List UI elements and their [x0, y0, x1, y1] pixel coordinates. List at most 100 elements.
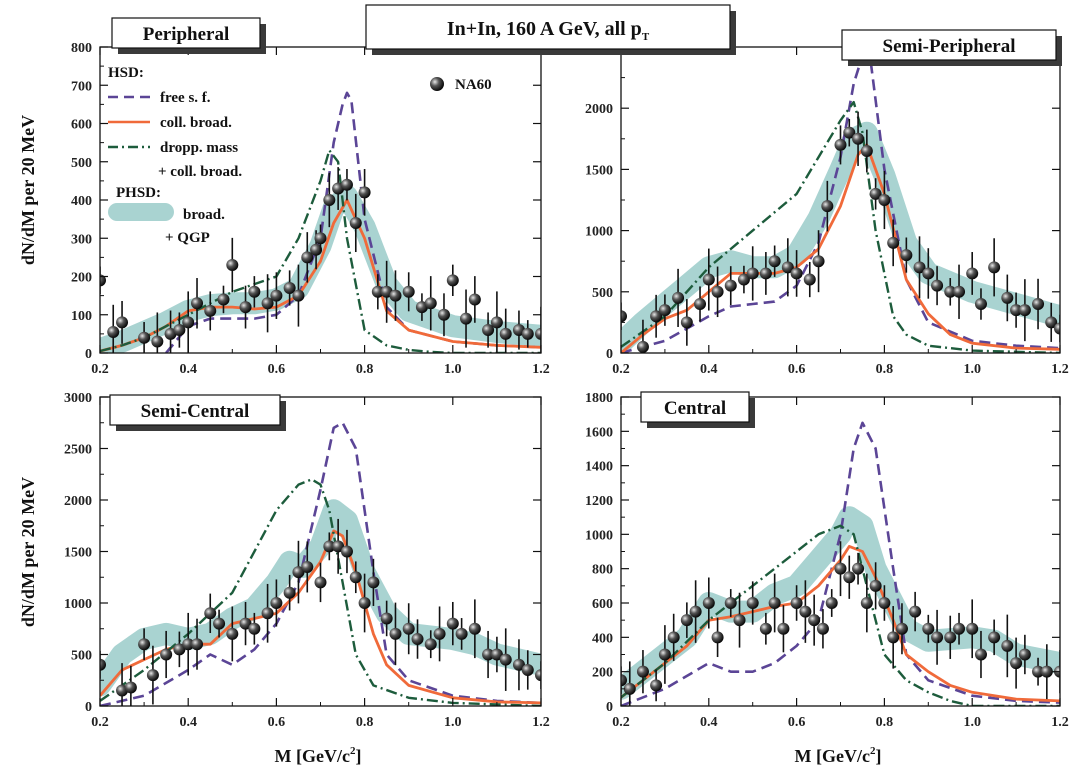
data-point	[182, 316, 195, 329]
data-point	[239, 301, 252, 314]
y-tick-label: 1000	[64, 597, 92, 612]
data-point	[1018, 648, 1031, 661]
data-point	[834, 138, 847, 151]
y-tick-label: 400	[71, 194, 92, 209]
data-point	[340, 178, 353, 191]
legend-phsd-header: PHSD:	[116, 185, 161, 201]
data-point	[301, 560, 314, 573]
data-point	[913, 261, 926, 274]
panel-title-box	[841, 29, 1057, 61]
y-tick-label: 3000	[64, 391, 92, 406]
x-tick-label: 0.8	[876, 362, 894, 377]
data-point	[173, 643, 186, 656]
y-tick-label: 200	[71, 271, 92, 286]
data-point	[953, 622, 966, 635]
data-point	[900, 249, 913, 262]
data-point	[213, 617, 226, 630]
data-point	[116, 316, 129, 329]
data-point	[966, 267, 979, 280]
data-point	[922, 622, 935, 635]
data-point	[1040, 665, 1053, 678]
data-point	[332, 540, 345, 553]
data-point	[204, 304, 217, 317]
data-point	[944, 631, 957, 644]
data-point	[878, 194, 891, 206]
main-title-subscript: T	[642, 31, 650, 43]
legend-hsd-header: HSD:	[108, 65, 144, 81]
data-point	[283, 586, 296, 599]
series-coll-broad	[621, 143, 1060, 353]
data-point	[746, 597, 759, 609]
data-point	[402, 285, 415, 298]
data-point	[248, 285, 261, 298]
data-point	[239, 617, 252, 630]
x-tick-label: 0.4	[700, 362, 718, 377]
x-tick-label: 0.2	[91, 362, 109, 377]
data-point	[1032, 298, 1045, 311]
y-tick-label: 1000	[585, 225, 613, 240]
x-tick-label: 1.2	[532, 715, 550, 730]
y-tick-label: 100	[71, 309, 92, 324]
data-point	[667, 631, 680, 644]
data-point	[100, 274, 106, 287]
data-point	[301, 251, 314, 264]
data-point	[402, 622, 415, 635]
data-point	[349, 571, 362, 584]
data-point	[680, 316, 693, 329]
data-point	[843, 126, 856, 139]
data-point	[204, 607, 217, 620]
phsd-band	[621, 506, 1060, 700]
data-point	[808, 614, 821, 627]
data-point	[490, 648, 503, 661]
data-point	[737, 273, 750, 286]
y-tick-label: 800	[592, 563, 613, 578]
data-point	[389, 289, 402, 302]
data-point	[869, 579, 882, 592]
data-point	[314, 232, 327, 245]
data-point	[1001, 639, 1014, 652]
data-point	[834, 562, 847, 575]
x-axis-label-right: M [GeV/c2]	[795, 745, 882, 766]
data-point	[816, 622, 829, 635]
x-tick-label: 0.6	[268, 715, 286, 730]
data-point	[349, 216, 362, 229]
data-point	[759, 267, 772, 280]
y-tick-label: 2500	[64, 443, 92, 458]
data-point	[261, 297, 274, 310]
x-tick-label: 0.6	[268, 362, 286, 377]
data-point	[799, 605, 812, 618]
data-point	[621, 674, 627, 687]
data-point	[672, 291, 685, 304]
data-point	[411, 633, 424, 646]
x-tick-label: 0.4	[179, 362, 197, 377]
data-point	[759, 622, 772, 635]
data-point	[724, 597, 737, 609]
data-point	[191, 638, 204, 651]
data-point	[658, 304, 671, 317]
data-point	[852, 132, 865, 145]
data-point	[825, 597, 838, 609]
panel-title: Semi-Peripheral	[883, 36, 1016, 57]
data-point	[323, 194, 336, 206]
panel-title-box	[640, 391, 750, 423]
data-point	[621, 310, 627, 323]
y-tick-label: 600	[592, 597, 613, 612]
data-point	[138, 331, 151, 344]
data-point	[310, 243, 323, 256]
legend-coll-label: coll. broad.	[160, 115, 232, 131]
x-tick-label: 0.6	[788, 715, 806, 730]
y-tick-label: 1800	[585, 391, 613, 406]
data-point	[446, 617, 459, 630]
panel-semi-central: 0.2 0.4 0.6 0.8 1.0 1.2 0 500 1000 1500 2000 2500 30…	[64, 391, 550, 730]
panel-title-box	[109, 394, 281, 426]
data-point	[261, 607, 274, 620]
x-tick-label: 0.6	[788, 362, 806, 377]
data-point	[1045, 316, 1058, 329]
data-point	[966, 622, 979, 635]
x-tick-label: 1.0	[963, 715, 981, 730]
legend-phsd-label-2: + QGP	[165, 230, 210, 246]
data-point	[636, 340, 649, 353]
panel-peripheral: 0.2 0.4 0.6 0.8 1.0 1.2 0 100 200 300 400 500 600 700…	[71, 17, 550, 377]
data-point	[292, 566, 305, 579]
data-point	[191, 297, 204, 310]
